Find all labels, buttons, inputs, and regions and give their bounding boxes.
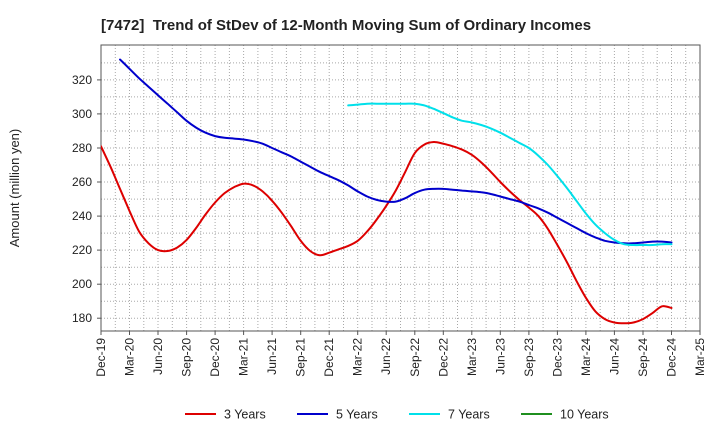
x-tick-label: Dec-21 (322, 338, 336, 377)
x-tick-label: Jun-23 (493, 338, 507, 375)
x-tick-label: Mar-25 (693, 338, 707, 376)
y-tick-label: 320 (72, 73, 92, 87)
series-line-7-years (347, 102, 673, 247)
y-tick-label: 180 (72, 311, 92, 325)
y-tick-label: 200 (72, 277, 92, 291)
y-tick-label: 260 (72, 175, 92, 189)
x-tick-label: Jun-21 (265, 338, 279, 375)
y-axis-label: Amount (million yen) (7, 129, 22, 248)
x-tick-label: Sep-22 (408, 338, 422, 377)
y-tick-label: 240 (72, 209, 92, 223)
x-tick-label: Dec-22 (436, 338, 450, 377)
series-line-3-years (101, 140, 673, 325)
x-axis: Dec-19 Mar-20 Jun-20 Sep-20 Dec-20 Mar-21 Jun-… (94, 331, 707, 377)
legend-label: 5 Years (336, 408, 378, 422)
y-tick-label: 300 (72, 107, 92, 121)
x-tick-label: Mar-22 (351, 338, 365, 376)
x-tick-label: Sep-23 (522, 338, 536, 377)
legend-label: 10 Years (560, 408, 609, 422)
x-tick-label: Sep-20 (180, 338, 194, 377)
grid (101, 45, 700, 331)
x-tick-label: Mar-23 (465, 338, 479, 376)
x-tick-label: Jun-22 (379, 338, 393, 375)
legend-label: 3 Years (224, 408, 266, 422)
x-tick-label: Mar-20 (123, 338, 137, 376)
x-tick-label: Dec-23 (550, 338, 564, 377)
x-tick-label: Mar-24 (579, 338, 593, 376)
y-tick-label: 280 (72, 141, 92, 155)
x-tick-label: Jun-20 (151, 338, 165, 375)
x-tick-label: Jun-24 (607, 338, 621, 375)
x-tick-label: Sep-24 (636, 338, 650, 377)
x-tick-label: Dec-20 (208, 338, 222, 377)
x-tick-label: Mar-21 (237, 338, 251, 376)
series-lines (101, 58, 673, 325)
y-tick-label: 220 (72, 243, 92, 257)
legend-item-5-years: 5 Years (297, 408, 378, 422)
x-tick-label: Sep-21 (294, 338, 308, 377)
y-axis: 180 200 220 240 260 280 300 320 (72, 73, 101, 325)
legend-item-3-years: 3 Years (185, 408, 266, 422)
chart-title: [7472] Trend of StDev of 12-Month Moving… (101, 17, 591, 34)
legend-item-10-years: 10 Years (521, 408, 609, 422)
x-tick-label: Dec-19 (94, 338, 108, 377)
series-line-5-years (119, 58, 673, 245)
legend-label: 7 Years (448, 408, 490, 422)
plot-area (100, 44, 701, 332)
legend-item-7-years: 7 Years (409, 408, 490, 422)
legend: 3 Years 5 Years 7 Years 10 Years (185, 408, 609, 422)
x-tick-label: Dec-24 (665, 338, 679, 377)
plot-frame (100, 44, 701, 332)
